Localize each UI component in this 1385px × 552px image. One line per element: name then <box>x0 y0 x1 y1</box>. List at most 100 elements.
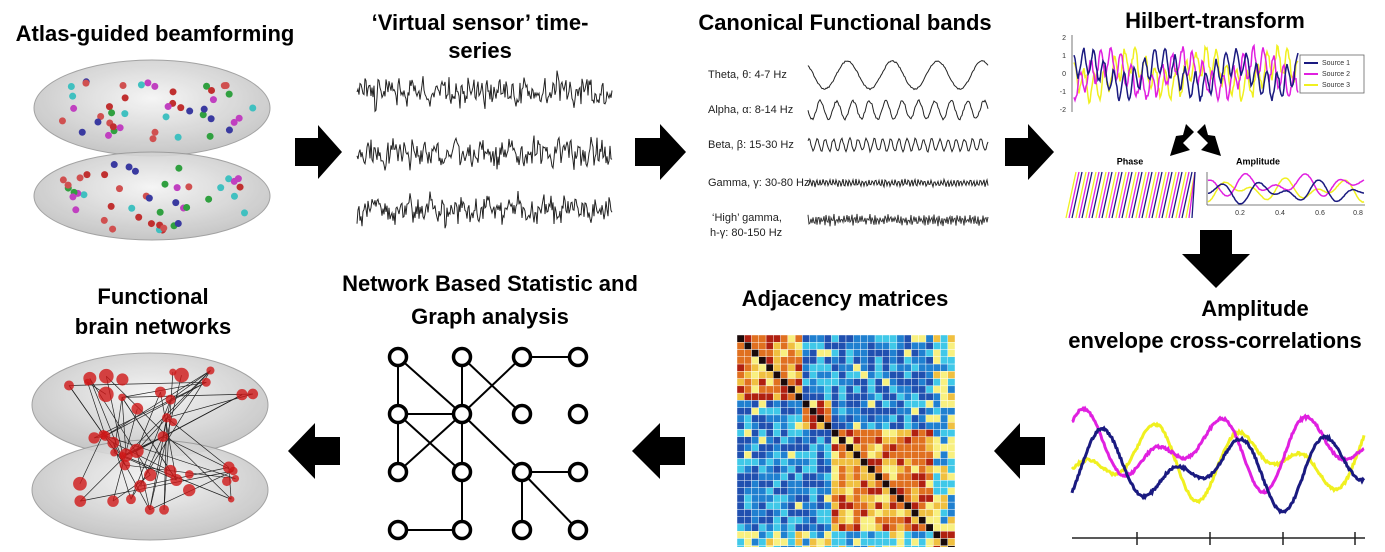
matrix-cell <box>831 422 838 429</box>
matrix-cell <box>744 429 751 436</box>
matrix-cell <box>926 357 933 364</box>
network-node <box>162 413 171 422</box>
step-title: Canonical Functional bands <box>698 10 991 35</box>
matrix-cell <box>904 408 911 415</box>
graph-node <box>390 349 407 366</box>
matrix-cell <box>788 393 795 400</box>
matrix-cell <box>831 379 838 386</box>
matrix-cell <box>766 480 773 487</box>
matrix-cell <box>882 459 889 466</box>
matrix-cell <box>861 444 868 451</box>
source-dot <box>105 132 112 139</box>
matrix-cell <box>817 357 824 364</box>
network-node <box>107 495 119 507</box>
matrix-cell <box>919 502 926 509</box>
matrix-cell <box>846 444 853 451</box>
matrix-cell <box>853 466 860 473</box>
matrix-cell <box>919 364 926 371</box>
matrix-cell <box>810 400 817 407</box>
matrix-cell <box>766 451 773 458</box>
matrix-cell <box>759 415 766 422</box>
matrix-cell <box>752 473 759 480</box>
matrix-cell <box>846 451 853 458</box>
matrix-cell <box>933 400 940 407</box>
matrix-cell <box>817 517 824 524</box>
matrix-cell <box>904 524 911 531</box>
matrix-cell <box>831 473 838 480</box>
matrix-cell <box>933 379 940 386</box>
matrix-cell <box>766 531 773 538</box>
matrix-cell <box>846 495 853 502</box>
matrix-cell <box>853 364 860 371</box>
matrix-cell <box>839 488 846 495</box>
graph-node <box>454 464 471 481</box>
matrix-cell <box>868 538 875 545</box>
matrix-cell <box>926 531 933 538</box>
source-dot <box>208 115 215 122</box>
matrix-cell <box>948 408 955 415</box>
matrix-cell <box>802 531 809 538</box>
matrix-cell <box>788 357 795 364</box>
source-dot <box>69 93 76 100</box>
step-title: Functional <box>97 284 208 309</box>
source-dot <box>126 163 133 170</box>
network-node <box>84 379 91 386</box>
band-wave <box>808 61 988 90</box>
matrix-cell <box>882 415 889 422</box>
matrix-cell <box>795 408 802 415</box>
matrix-cell <box>795 517 802 524</box>
matrix-cell <box>810 386 817 393</box>
source-dot <box>109 226 116 233</box>
matrix-cell <box>882 488 889 495</box>
network-node <box>158 431 169 442</box>
matrix-cell <box>919 335 926 342</box>
matrix-cell <box>933 488 940 495</box>
matrix-cell <box>861 538 868 545</box>
matrix-cell <box>933 466 940 473</box>
matrix-cell <box>853 357 860 364</box>
matrix-cell <box>795 342 802 349</box>
matrix-cell <box>824 459 831 466</box>
matrix-cell <box>773 379 780 386</box>
source-dot <box>69 193 76 200</box>
matrix-cell <box>926 524 933 531</box>
matrix-cell <box>737 350 744 357</box>
matrix-cell <box>875 495 882 502</box>
matrix-cell <box>926 364 933 371</box>
matrix-cell <box>846 473 853 480</box>
matrix-cell <box>948 538 955 545</box>
matrix-cell <box>781 371 788 378</box>
matrix-cell <box>933 364 940 371</box>
matrix-cell <box>861 386 868 393</box>
source-dot <box>68 83 75 90</box>
matrix-cell <box>911 342 918 349</box>
matrix-cell <box>846 386 853 393</box>
matrix-cell <box>744 379 751 386</box>
matrix-cell <box>824 451 831 458</box>
matrix-cell <box>897 524 904 531</box>
matrix-cell <box>933 538 940 545</box>
matrix-cell <box>781 459 788 466</box>
matrix-cell <box>926 451 933 458</box>
matrix-cell <box>926 488 933 495</box>
matrix-cell <box>919 422 926 429</box>
matrix-cell <box>810 488 817 495</box>
matrix-cell <box>781 400 788 407</box>
matrix-cell <box>824 350 831 357</box>
matrix-cell <box>933 524 940 531</box>
matrix-cell <box>897 335 904 342</box>
matrix-cell <box>839 342 846 349</box>
matrix-cell <box>737 393 744 400</box>
matrix-cell <box>904 357 911 364</box>
matrix-cell <box>831 400 838 407</box>
matrix-cell <box>824 524 831 531</box>
matrix-cell <box>933 437 940 444</box>
matrix-cell <box>890 488 897 495</box>
matrix-cell <box>853 342 860 349</box>
band-wave <box>808 100 988 120</box>
matrix-cell <box>824 473 831 480</box>
matrix-cell <box>926 335 933 342</box>
matrix-cell <box>795 371 802 378</box>
matrix-cell <box>919 429 926 436</box>
source-dot <box>157 209 164 216</box>
